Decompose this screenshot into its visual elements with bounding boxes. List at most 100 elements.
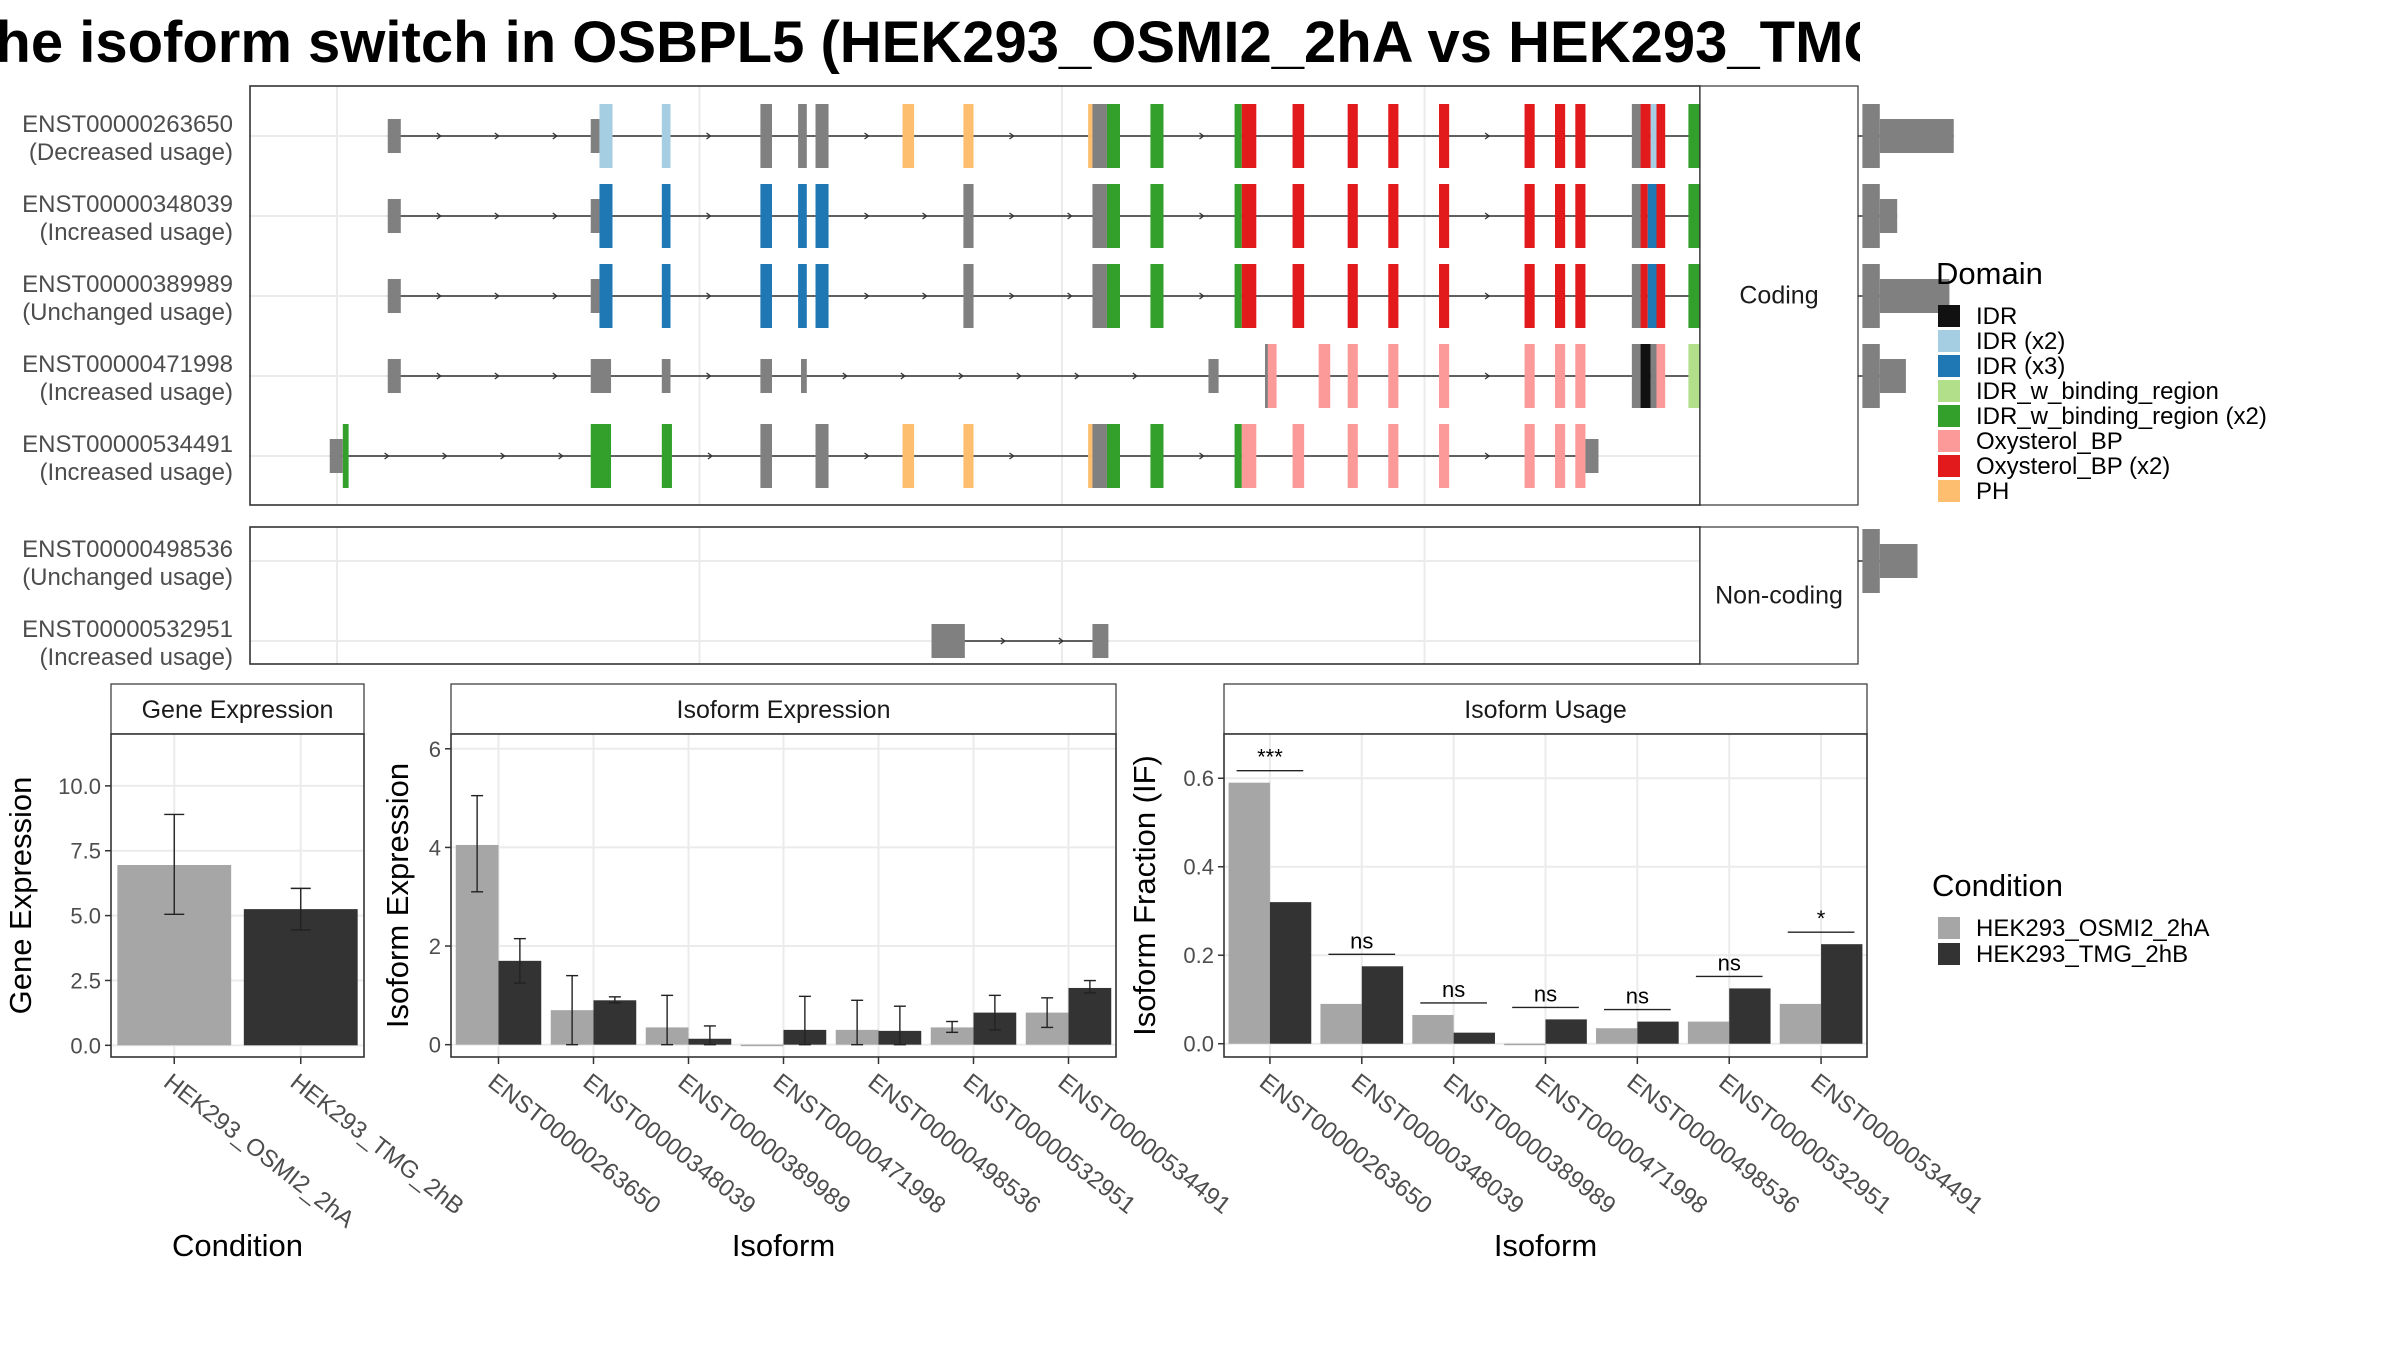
exon-idr-x3- [599,264,613,328]
exon-idr-x2- [599,104,613,168]
exon-oxysterol-bp-x2- [1656,184,1666,248]
strand-arrow [706,292,712,300]
exon-oxysterol-bp [1388,424,1399,488]
legend-domain-key [1938,480,1960,502]
strand-arrow [436,212,442,220]
legend-condition-key [1938,943,1960,965]
strand-arrow [552,212,558,220]
strand-arrow [442,452,448,460]
exon-oxysterol-bp-x2- [1388,184,1399,248]
strand-arrow [1484,372,1491,380]
exon-idr-w-binding-region-x2- [1234,104,1242,168]
strand-arrow [1067,292,1073,300]
exon-idr-w-binding-region-x2- [1106,104,1120,168]
strand-arrow [1058,637,1064,645]
exon-none [815,424,829,488]
strand-arrow [1000,637,1006,645]
strand-arrow [384,452,390,460]
bar [1545,1019,1587,1044]
exon-oxysterol-bp-x2- [1439,264,1450,328]
exon-oxysterol-bp [1575,424,1586,488]
bar [1821,944,1863,1044]
exon-oxysterol-bp [1347,344,1358,408]
x-tick-label: ENST00000534491 [1053,1068,1236,1219]
x-tick-label: ENST00000532951 [958,1068,1141,1219]
significance-label: ns [1718,950,1741,975]
exon-none [963,264,974,328]
exon-idr-w-binding-region [1688,344,1700,408]
strand-arrow [1016,372,1022,380]
exon-idr-x3- [815,264,829,328]
exon-none [931,624,965,658]
legend-domain-label: Oxysterol_BP (x2) [1976,453,2170,480]
exon-ph [1088,104,1093,168]
strand-arrow [1484,132,1491,140]
strand-arrow [494,132,500,140]
exon-oxysterol-bp-x2- [1241,264,1257,328]
transcript-usage-label: (Increased usage) [40,219,233,246]
strand-arrow [494,212,500,220]
legend-condition-label: HEK293_TMG_2hB [1976,941,2188,968]
legend-condition-title: Condition [1932,868,2063,903]
transcript-usage-label: (Increased usage) [40,379,233,406]
y-tick-label: 5.0 [70,904,101,929]
exon-none [1862,104,1880,168]
y-axis-title: Gene Expression [3,777,38,1015]
exon-ph [963,104,974,168]
exon-none [590,279,600,313]
x-tick-label: ENST00000471998 [1530,1068,1713,1219]
bar [1729,988,1771,1044]
strand-arrow [494,372,500,380]
strand-arrow [922,212,928,220]
x-axis-title: Isoform [1494,1228,1597,1263]
exon-ph [902,104,915,168]
exon-oxysterol-bp [1292,424,1305,488]
exon-oxysterol-bp-x2- [1656,104,1666,168]
exon-none [1879,119,1954,153]
x-tick-label: ENST00000348039 [578,1068,761,1219]
exon-oxysterol-bp [1439,344,1450,408]
panel-title: Isoform Expression [677,696,891,724]
exon-none [801,359,807,393]
exon-none [760,359,772,393]
exon-none [1862,529,1880,593]
transcript-usage-label: (Unchanged usage) [22,299,233,326]
exon-oxysterol-bp-x2- [1388,104,1399,168]
exon-none [760,104,772,168]
exon-ph [1088,424,1093,488]
x-axis-title: Isoform [732,1228,835,1263]
exon-idr-x3- [798,184,807,248]
exon-oxysterol-bp-x2- [1292,104,1305,168]
legend-domain-key [1938,455,1960,477]
strand-arrow [1484,292,1491,300]
exon-oxysterol-bp-x2- [1347,264,1358,328]
x-tick-label: ENST00000471998 [768,1068,951,1219]
legend-domain-label: IDR (x3) [1976,353,2065,380]
exon-none [387,199,401,233]
y-tick-label: 0.4 [1183,855,1214,880]
exon-none [1631,344,1641,408]
significance-label: *** [1257,745,1283,770]
strand-arrow [494,292,500,300]
bar [740,1044,784,1047]
exon-none [815,104,829,168]
exon-none [1631,104,1641,168]
exon-oxysterol-bp-x2- [1292,184,1305,248]
strand-arrow [1009,212,1015,220]
exon-idr-x3- [661,264,671,328]
legend-domain-label: IDR_w_binding_region [1976,378,2219,405]
exon-idr-x3- [815,184,829,248]
transcript-usage-label: (Unchanged usage) [22,564,233,591]
exon-none [1265,344,1268,408]
exon-none [1092,104,1107,168]
strand-arrow [1199,452,1205,460]
exon-idr-x3- [760,184,772,248]
exon-idr-w-binding-region-x2- [1106,424,1120,488]
exon-none [387,279,401,313]
bar [1687,1021,1730,1044]
strand-arrow [900,372,906,380]
strand-arrow [436,292,442,300]
strand-arrow [864,132,870,140]
exon-oxysterol-bp-x2- [1241,104,1257,168]
